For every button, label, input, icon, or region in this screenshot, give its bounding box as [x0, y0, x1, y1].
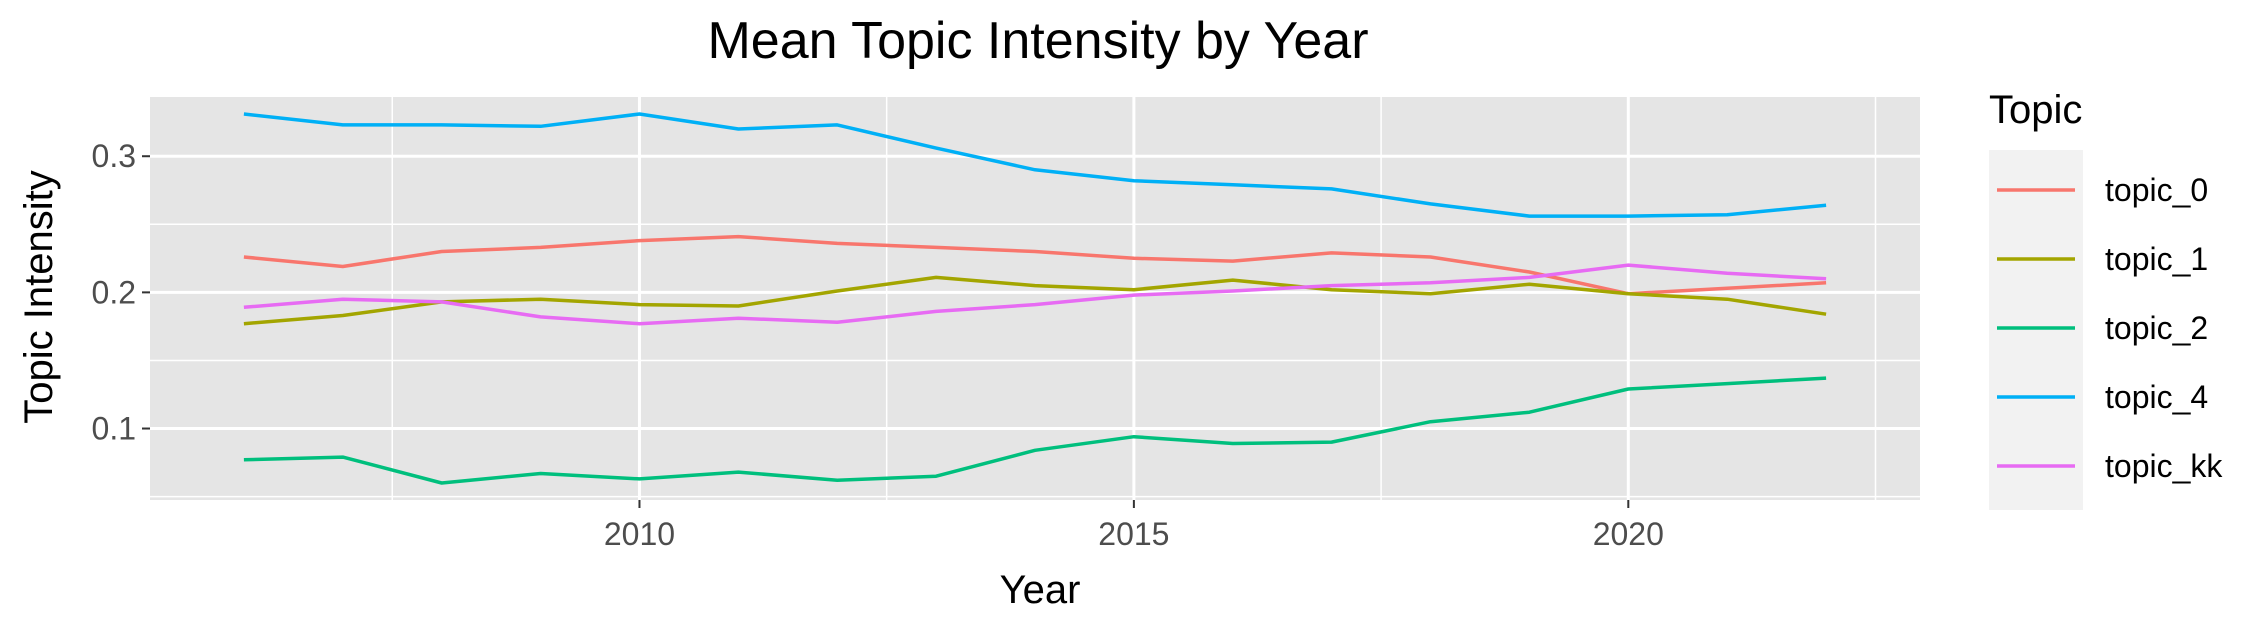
chart-title: Mean Topic Intensity by Year: [707, 12, 1368, 70]
legend-label: topic_1: [2105, 241, 2208, 277]
y-axis-ticks: 0.1 0.2 0.3: [92, 138, 150, 447]
series-line-topic-4: [243, 112, 1827, 218]
minor-gridlines: [150, 97, 1920, 500]
legend-label: topic_2: [2105, 310, 2208, 346]
legend: Topic topic_0 topic_1 topic_2 topic_4 topic_…: [1989, 88, 2223, 510]
plot-panel: [150, 97, 1920, 500]
x-axis-ticks: 2010 2015 2020: [604, 500, 1664, 552]
series-line-topic-1: [243, 275, 1827, 326]
legend-label: topic_0: [2105, 172, 2208, 208]
legend-label: topic_kk: [2105, 448, 2223, 484]
x-tick-label: 2020: [1593, 516, 1664, 552]
series-line-topic-0: [243, 234, 1827, 296]
x-tick-label: 2015: [1098, 516, 1169, 552]
series-lines: [243, 112, 1827, 485]
y-tick-label: 0.2: [92, 274, 136, 310]
y-tick-label: 0.3: [92, 138, 136, 174]
legend-key-background: [1989, 150, 2083, 510]
series-line-topic-2: [243, 376, 1827, 485]
x-tick-label: 2010: [604, 516, 675, 552]
y-tick-label: 0.1: [92, 411, 136, 447]
x-axis-title: Year: [1000, 568, 1081, 612]
legend-title: Topic: [1989, 88, 2082, 132]
series-line-topic-kk: [243, 263, 1827, 326]
legend-label: topic_4: [2105, 379, 2208, 415]
y-axis-title: Topic Intensity: [17, 170, 61, 423]
